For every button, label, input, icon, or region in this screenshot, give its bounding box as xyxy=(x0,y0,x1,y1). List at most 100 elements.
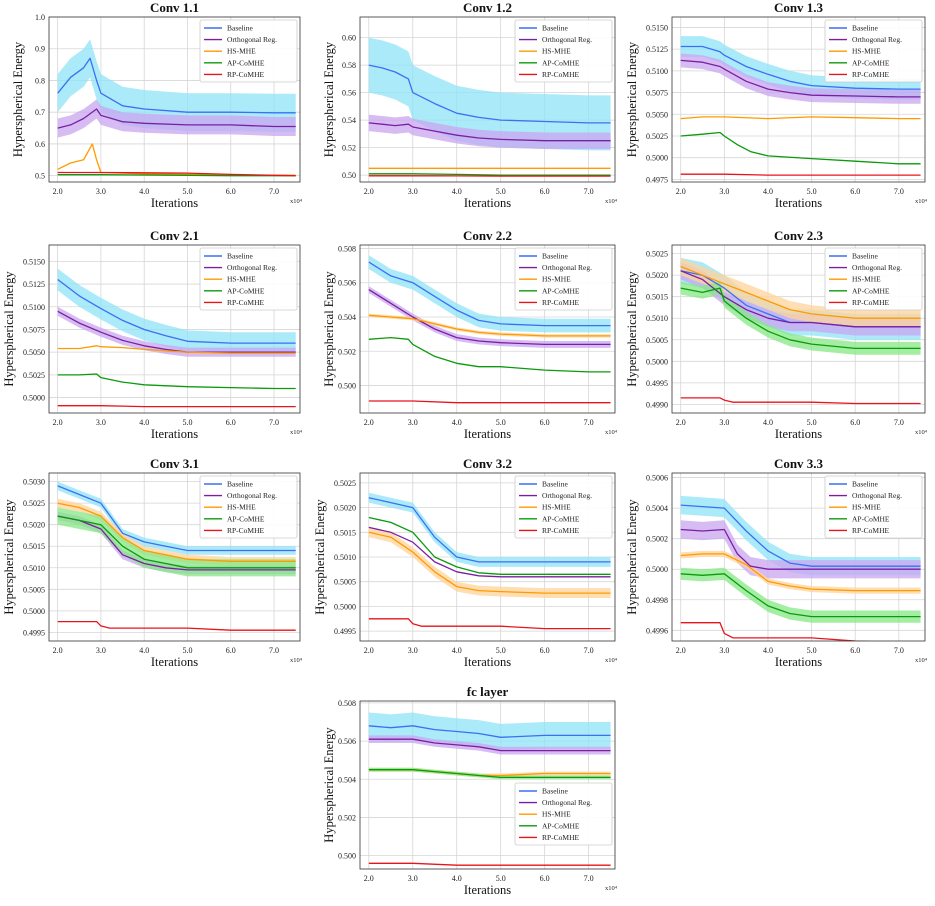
x-multiplier: x10⁴ xyxy=(605,657,618,664)
axes-frame xyxy=(359,16,616,183)
x-tick-label: 7.0 xyxy=(584,874,594,883)
chart-title: Conv 2.2 xyxy=(463,228,512,243)
y-tick-label: 0.5000 xyxy=(334,602,356,611)
x-tick-label: 6.0 xyxy=(226,646,236,655)
axes-frame xyxy=(359,700,616,870)
legend-box xyxy=(514,782,613,846)
x-tick-label: 2.0 xyxy=(676,187,686,196)
x-tick-label: 4.0 xyxy=(452,874,462,883)
x-tick-label: 2.0 xyxy=(53,187,63,196)
legend-label-baseline: Baseline xyxy=(542,252,568,261)
y-tick-label: 0.6 xyxy=(35,140,45,149)
legend-label-hs-mhe: HS-MHE xyxy=(542,47,571,56)
band-orthogonal-reg xyxy=(368,735,611,755)
x-multiplier: x10⁴ xyxy=(605,885,618,892)
y-tick-label: 0.5025 xyxy=(646,250,668,259)
y-tick-label: 0.4995 xyxy=(334,627,356,636)
line-rp-comhe xyxy=(680,397,921,405)
x-multiplier: x10⁴ xyxy=(290,198,303,205)
axes-frame xyxy=(359,244,616,414)
legend-label-hs-mhe: HS-MHE xyxy=(542,810,571,819)
legend-box xyxy=(199,19,298,83)
chart-conv-3-2: 2.0 3.0 4.0 5.0 6.0 7.0 0.4995 0.5000 0.5005 0.50… xyxy=(313,456,618,669)
line-baseline xyxy=(368,497,611,563)
x-tick-label: 2.0 xyxy=(676,646,686,655)
series-group xyxy=(680,36,921,176)
chart-title: Conv 3.3 xyxy=(774,456,824,471)
x-tick-label: 2.0 xyxy=(676,418,686,427)
y-tick-label: 0.5000 xyxy=(646,154,668,163)
chart-conv-1-2: 2.0 3.0 4.0 5.0 6.0 7.0 0.50 0.52 0.54 0.56 0.58 0.… xyxy=(322,0,618,210)
x-tick-label: 4.0 xyxy=(452,646,462,655)
x-tick-label: 5.0 xyxy=(182,418,192,427)
line-hs-mhe xyxy=(368,314,611,337)
line-orthogonal-reg xyxy=(368,738,611,752)
y-tick-label: 0.5075 xyxy=(646,89,668,98)
y-tick-label: 0.5010 xyxy=(334,553,356,562)
chart-title: Conv 2.3 xyxy=(774,228,824,243)
x-tick-label: 4.0 xyxy=(139,418,149,427)
y-tick-label: 0.52 xyxy=(342,144,356,153)
chart-conv-2-2: 2.0 3.0 4.0 5.0 6.0 7.0 0.500 0.502 0.504 0.506 0.… xyxy=(322,228,618,441)
chart-title: Conv 1.1 xyxy=(150,0,199,15)
legend-label-orthogonal-reg: Orthogonal Reg. xyxy=(852,263,902,272)
series-group xyxy=(57,268,296,408)
line-baseline xyxy=(680,504,921,567)
legend: Baseline Orthogonal Reg. HS-MHE AP-CoMHE RP-… xyxy=(199,19,298,83)
x-tick-label: 6.0 xyxy=(540,646,550,655)
x-tick-label: 5.0 xyxy=(807,646,817,655)
line-orthogonal-reg xyxy=(680,528,921,570)
y-tick-label: 0.5050 xyxy=(23,348,45,357)
x-tick-label: 4.0 xyxy=(763,646,773,655)
x-tick-label: 5.0 xyxy=(496,646,506,655)
legend: Baseline Orthogonal Reg. HS-MHE AP-CoMHE RP-… xyxy=(199,475,298,539)
band-ap-comhe xyxy=(680,281,921,355)
y-tick-label: 0.5150 xyxy=(23,257,45,266)
legend-label-orthogonal-reg: Orthogonal Reg. xyxy=(227,263,277,272)
band-baseline xyxy=(57,481,296,555)
line-rp-comhe xyxy=(368,618,611,630)
x-tick-label: 2.0 xyxy=(53,646,63,655)
y-tick-label: 0.5125 xyxy=(23,280,45,289)
band-baseline xyxy=(57,39,296,132)
y-tick-label: 0.5000 xyxy=(646,565,668,574)
y-tick-label: 0.5015 xyxy=(646,293,668,302)
x-tick-label: 2.0 xyxy=(364,646,374,655)
legend-label-hs-mhe: HS-MHE xyxy=(852,503,881,512)
y-tick-label: 0.5005 xyxy=(646,336,668,345)
axes-frame xyxy=(48,472,301,642)
legend-label-orthogonal-reg: Orthogonal Reg. xyxy=(227,491,277,500)
line-orthogonal-reg xyxy=(57,310,296,353)
y-tick-label: 0.5002 xyxy=(646,535,668,544)
x-tick-label: 7.0 xyxy=(269,187,279,196)
line-baseline xyxy=(57,485,296,552)
series-group xyxy=(680,495,921,641)
legend-label-ap-comhe: AP-CoMHE xyxy=(852,514,890,523)
x-axis-label: Iterations xyxy=(151,196,198,210)
legend-label-hs-mhe: HS-MHE xyxy=(852,275,881,284)
x-axis-label: Iterations xyxy=(464,655,511,669)
legend-label-ap-comhe: AP-CoMHE xyxy=(227,286,265,295)
y-tick-label: 0.5 xyxy=(35,172,45,181)
series-group xyxy=(368,255,611,404)
chart-conv-3-3: 2.0 3.0 4.0 5.0 6.0 7.0 0.4996 0.4998 0.5000 0.50… xyxy=(625,456,928,669)
line-ap-comhe xyxy=(368,336,611,373)
series-group xyxy=(368,492,611,630)
legend-label-orthogonal-reg: Orthogonal Reg. xyxy=(227,35,277,44)
legend: Baseline Orthogonal Reg. HS-MHE AP-CoMHE RP-… xyxy=(514,247,613,311)
line-baseline xyxy=(680,45,921,90)
legend-label-ap-comhe: AP-CoMHE xyxy=(227,514,265,523)
line-ap-comhe xyxy=(368,769,611,779)
legend-label-orthogonal-reg: Orthogonal Reg. xyxy=(852,491,902,500)
chart-title: Conv 3.1 xyxy=(150,456,199,471)
legend: Baseline Orthogonal Reg. HS-MHE AP-CoMHE RP-… xyxy=(514,19,613,83)
line-rp-comhe xyxy=(680,173,921,176)
x-tick-label: 7.0 xyxy=(269,418,279,427)
x-tick-label: 6.0 xyxy=(850,646,860,655)
band-hs-mhe xyxy=(57,498,296,566)
legend-label-ap-comhe: AP-CoMHE xyxy=(542,286,580,295)
y-tick-label: 0.5005 xyxy=(334,578,356,587)
line-baseline xyxy=(368,261,611,327)
line-baseline xyxy=(368,64,611,124)
x-tick-label: 7.0 xyxy=(584,418,594,427)
